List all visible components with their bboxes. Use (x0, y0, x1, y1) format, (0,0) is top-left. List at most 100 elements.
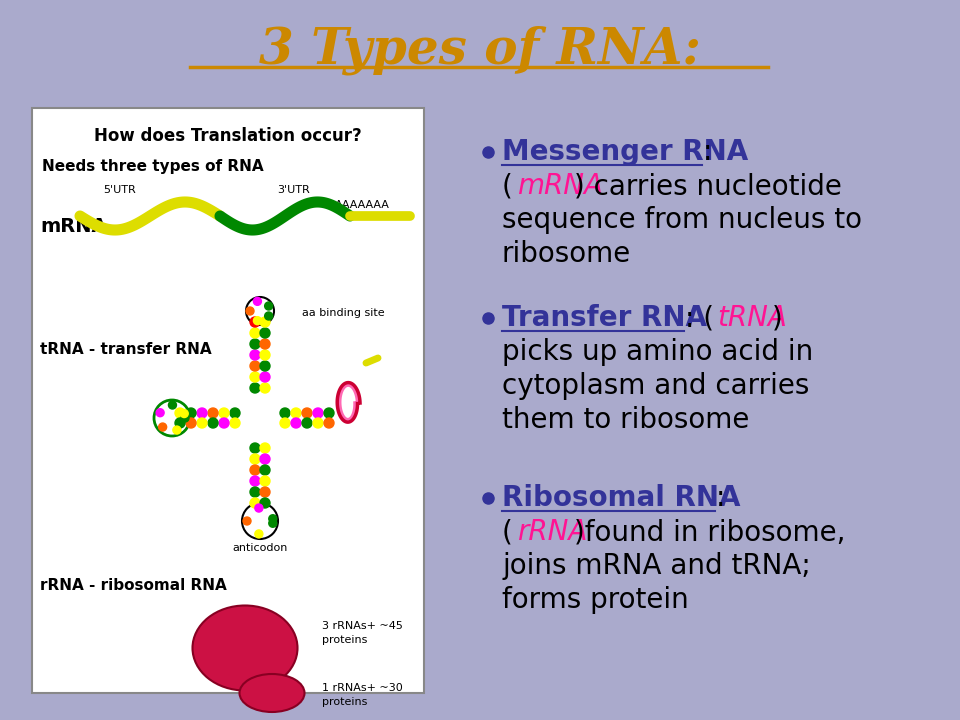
Circle shape (250, 383, 260, 393)
Text: 60S: 60S (230, 636, 259, 650)
Circle shape (197, 408, 207, 418)
Circle shape (180, 410, 188, 418)
Circle shape (291, 408, 301, 418)
Circle shape (208, 408, 218, 418)
Text: :: : (716, 484, 726, 512)
Circle shape (186, 418, 196, 428)
Circle shape (269, 515, 276, 523)
Circle shape (265, 302, 273, 310)
Text: :: : (703, 138, 712, 166)
Circle shape (260, 350, 270, 360)
Text: forms protein: forms protein (502, 586, 688, 614)
Text: 1 rRNAs+ ~30: 1 rRNAs+ ~30 (322, 683, 403, 693)
Circle shape (243, 517, 251, 525)
Circle shape (168, 401, 177, 409)
Circle shape (250, 476, 260, 486)
Text: proteins: proteins (322, 635, 368, 645)
Text: Ribosomal RNA: Ribosomal RNA (502, 484, 740, 512)
Circle shape (158, 423, 167, 431)
Circle shape (260, 443, 270, 453)
Text: tRNA: tRNA (717, 304, 787, 332)
Circle shape (260, 372, 270, 382)
Text: rRNA: rRNA (517, 518, 588, 546)
Circle shape (156, 409, 164, 417)
Circle shape (181, 414, 189, 422)
Text: Needs three types of RNA: Needs three types of RNA (42, 158, 264, 174)
Text: How does Translation occur?: How does Translation occur? (94, 127, 362, 145)
Circle shape (230, 418, 240, 428)
Circle shape (260, 339, 270, 349)
Circle shape (260, 476, 270, 486)
Circle shape (250, 443, 260, 453)
Text: : (: : ( (685, 304, 714, 332)
Text: rRNA - ribosomal RNA: rRNA - ribosomal RNA (40, 578, 227, 593)
Circle shape (313, 408, 323, 418)
Circle shape (280, 408, 290, 418)
Circle shape (260, 361, 270, 371)
Text: )found in ribosome,: )found in ribosome, (574, 518, 846, 546)
Circle shape (253, 317, 261, 325)
Circle shape (219, 418, 229, 428)
Circle shape (250, 487, 260, 497)
Circle shape (260, 454, 270, 464)
Text: 3 Types of RNA:: 3 Types of RNA: (259, 25, 701, 75)
Circle shape (250, 328, 260, 338)
Circle shape (250, 339, 260, 349)
Circle shape (250, 361, 260, 371)
Text: anticodon: anticodon (232, 543, 288, 553)
Circle shape (254, 504, 263, 512)
Circle shape (260, 487, 270, 497)
Circle shape (175, 418, 185, 428)
Text: AAAAAAA: AAAAAAA (335, 200, 390, 210)
Text: proteins: proteins (322, 697, 368, 707)
Text: 5'UTR: 5'UTR (104, 185, 136, 195)
Text: mRNA: mRNA (40, 217, 107, 235)
Circle shape (254, 530, 263, 538)
Circle shape (260, 498, 270, 508)
Circle shape (253, 297, 261, 305)
Circle shape (197, 418, 207, 428)
Text: (: ( (502, 518, 513, 546)
Text: 3 rRNAs+ ~45: 3 rRNAs+ ~45 (322, 621, 403, 631)
Circle shape (219, 408, 229, 418)
Ellipse shape (193, 606, 298, 690)
Text: tRNA - transfer RNA: tRNA - transfer RNA (40, 343, 211, 358)
Text: 3'UTR: 3'UTR (277, 185, 310, 195)
Circle shape (186, 408, 196, 418)
Circle shape (250, 498, 260, 508)
Text: them to ribosome: them to ribosome (502, 406, 750, 434)
Circle shape (265, 312, 273, 320)
Circle shape (230, 408, 240, 418)
Circle shape (250, 465, 260, 475)
Circle shape (175, 408, 185, 418)
Circle shape (269, 519, 276, 527)
Circle shape (250, 317, 260, 327)
Circle shape (313, 418, 323, 428)
Circle shape (280, 418, 290, 428)
Text: Transfer RNA: Transfer RNA (502, 304, 707, 332)
Circle shape (302, 408, 312, 418)
Text: cytoplasm and carries: cytoplasm and carries (502, 372, 809, 400)
Circle shape (324, 418, 334, 428)
FancyBboxPatch shape (32, 108, 424, 693)
Text: 40S: 40S (259, 686, 285, 700)
Text: ribosome: ribosome (502, 240, 632, 268)
Circle shape (324, 408, 334, 418)
Circle shape (260, 465, 270, 475)
Circle shape (208, 418, 218, 428)
Text: ) carries nucleotide: ) carries nucleotide (574, 172, 842, 200)
Circle shape (260, 383, 270, 393)
Circle shape (291, 418, 301, 428)
Text: Messenger RNA: Messenger RNA (502, 138, 748, 166)
Text: (: ( (502, 172, 513, 200)
Text: ): ) (772, 304, 782, 332)
Text: mRNA: mRNA (517, 172, 603, 200)
Circle shape (250, 454, 260, 464)
Circle shape (250, 372, 260, 382)
Circle shape (302, 418, 312, 428)
Text: sequence from nucleus to: sequence from nucleus to (502, 206, 862, 234)
Text: aa binding site: aa binding site (302, 308, 385, 318)
Ellipse shape (239, 674, 304, 712)
Circle shape (260, 317, 270, 327)
Circle shape (250, 350, 260, 360)
